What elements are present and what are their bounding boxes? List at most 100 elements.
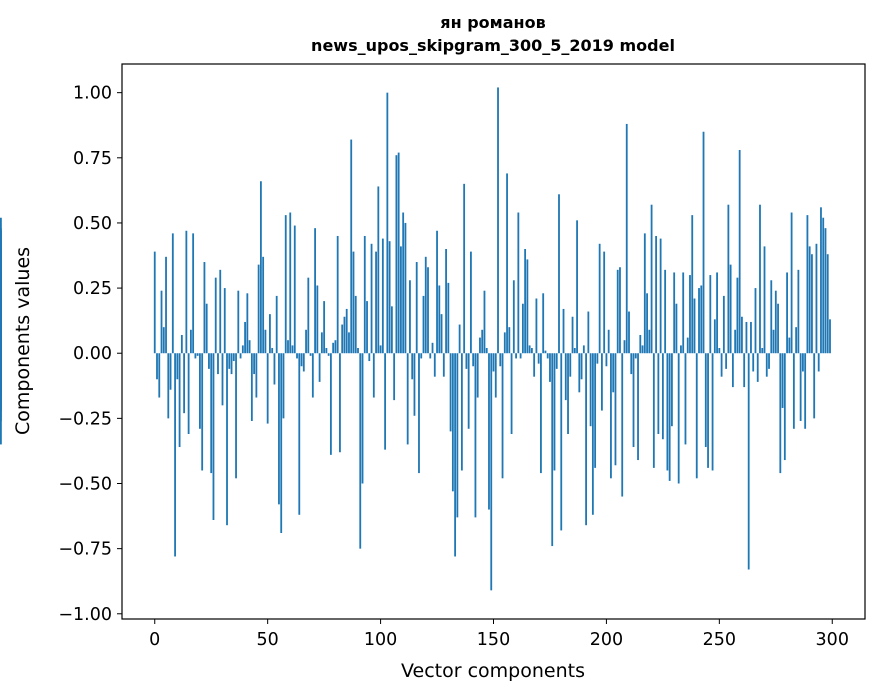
bar-247	[711, 353, 714, 471]
x-tick-label: 100	[364, 630, 397, 650]
bar-32	[226, 353, 228, 526]
bar-70	[311, 353, 314, 398]
bar-219	[648, 329, 651, 354]
bar-213	[634, 353, 637, 359]
bar-182	[564, 353, 567, 401]
bar-235	[684, 353, 687, 445]
bar-130	[447, 282, 450, 354]
bar-160	[515, 353, 517, 359]
bar-158	[510, 353, 513, 434]
bar-186	[573, 348, 576, 354]
bar-40	[244, 321, 246, 354]
bar-177	[553, 353, 556, 471]
bar-195	[594, 353, 597, 468]
bar-215	[639, 334, 642, 354]
bar-129	[445, 249, 447, 354]
bar-205	[616, 269, 619, 354]
bar-18	[194, 353, 197, 359]
bar-83	[341, 324, 344, 354]
bar-133	[454, 353, 457, 557]
bar-179	[558, 194, 560, 354]
bar-174	[546, 353, 549, 359]
bar-267	[756, 353, 759, 382]
bar-274	[772, 329, 775, 354]
bar-76	[325, 348, 328, 354]
bar-63	[296, 353, 298, 359]
x-tick-label: 150	[477, 630, 510, 650]
bars-group	[0, 87, 831, 591]
y-axis-label: Components values	[12, 247, 34, 435]
bar-228	[668, 353, 671, 481]
bar-270	[763, 246, 766, 354]
bar-89	[354, 295, 357, 354]
bar-297	[824, 228, 827, 354]
x-tick-label: 250	[703, 630, 736, 650]
bar-135	[458, 324, 461, 354]
bar-176	[551, 353, 554, 547]
bar-211	[630, 353, 633, 375]
bar-198	[601, 353, 603, 411]
bar-157	[508, 327, 511, 354]
bar-91	[359, 353, 362, 549]
bar-21	[201, 353, 204, 471]
bar-93	[363, 235, 366, 354]
bar-275	[774, 290, 777, 354]
bar-295	[820, 207, 822, 354]
bar-106	[393, 353, 396, 401]
y-tick-label: −0.75	[58, 540, 112, 560]
bar-128	[442, 353, 445, 377]
bar-147	[485, 348, 488, 354]
bar-190	[582, 345, 585, 354]
bar-116	[415, 262, 418, 354]
bar-296	[822, 217, 825, 354]
x-tick-label: 0	[149, 630, 160, 650]
bar-31	[223, 288, 226, 354]
bar-279	[783, 353, 786, 461]
bar-144	[479, 337, 481, 354]
bar-271	[765, 353, 768, 377]
bar-146	[483, 290, 486, 354]
bar-225	[661, 353, 664, 440]
bar-62	[293, 225, 296, 354]
bar-43	[250, 353, 253, 421]
bar-46	[257, 264, 260, 354]
bar-85	[345, 308, 348, 354]
bar-286	[799, 353, 802, 421]
bar-229	[671, 353, 673, 427]
bar-159	[512, 280, 515, 354]
bar-199	[603, 251, 606, 354]
bar-10	[176, 353, 179, 380]
bar-202	[610, 353, 612, 479]
bar-49	[264, 329, 267, 354]
bar-261	[743, 353, 746, 388]
bar-184	[569, 353, 572, 377]
bar-undefined	[0, 230, 2, 354]
bar-50	[266, 353, 269, 424]
bar-150	[492, 353, 495, 372]
bar-108	[397, 152, 400, 354]
bar-238	[691, 215, 694, 354]
bar-250	[718, 348, 721, 354]
bar-294	[817, 353, 820, 372]
y-tick-label: 1.00	[73, 84, 112, 104]
bar-185	[571, 316, 574, 354]
bar-66	[302, 353, 305, 372]
bar-242	[700, 285, 703, 354]
bar-253	[725, 353, 728, 369]
bar-61	[291, 345, 294, 354]
bar-298	[826, 254, 829, 354]
bar-119	[422, 295, 425, 354]
bar-162	[519, 353, 522, 359]
bar-168	[533, 353, 536, 377]
bar-136	[460, 353, 463, 471]
bar-206	[619, 267, 621, 354]
bar-172	[542, 293, 545, 354]
y-tick-label: 0.75	[73, 149, 112, 169]
bar-218	[646, 293, 648, 354]
bar-141	[472, 353, 475, 367]
bar-277	[779, 353, 782, 474]
bar-120	[424, 256, 427, 354]
bar-282	[790, 212, 793, 354]
bar-6	[167, 353, 170, 419]
